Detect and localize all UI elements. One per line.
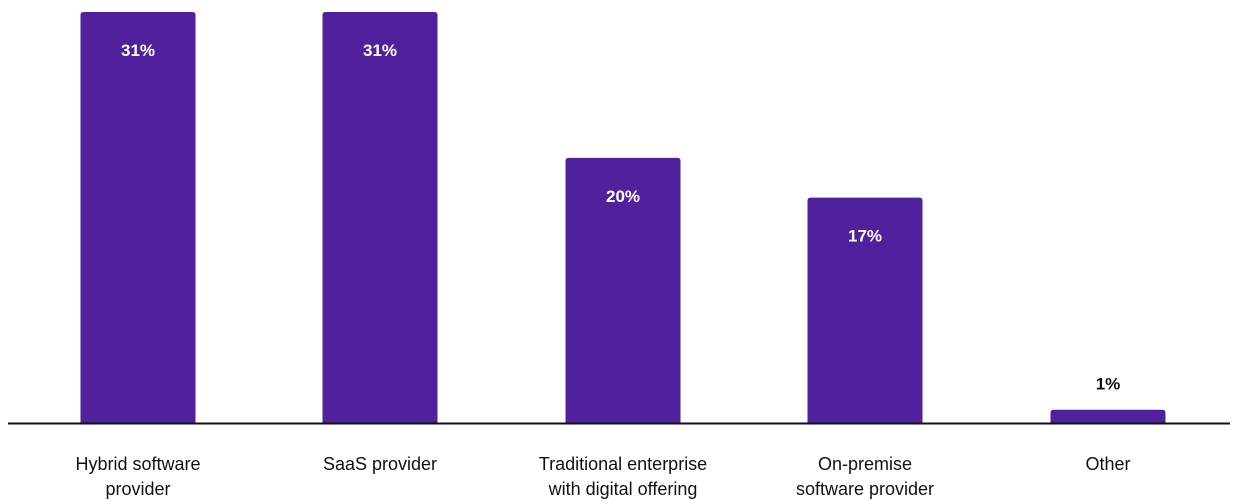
category-label-on-premise-software-provider-line-2: software provider <box>796 479 934 499</box>
category-labels-group: Hybrid software provider SaaS provider Trad… <box>75 454 1130 499</box>
value-label-other: 1% <box>1096 375 1121 394</box>
category-label-hybrid-software-provider-line-2: provider <box>105 479 170 499</box>
value-label-on-premise-software-provider: 17% <box>848 227 882 246</box>
bar-traditional-enterprise-with-digital-offering <box>565 157 681 423</box>
value-label-saas-provider: 31% <box>363 41 397 60</box>
category-label-traditional-enterprise-with-digital-offering-line-1: Traditional enterprise <box>539 454 707 474</box>
category-label-other-line-1: Other <box>1085 454 1130 474</box>
bars-group <box>80 12 1166 423</box>
category-label-saas-provider-line-1: SaaS provider <box>323 454 437 474</box>
bar-hybrid-software-provider <box>80 12 196 423</box>
bar-other <box>1050 409 1166 423</box>
bar-on-premise-software-provider <box>807 197 923 423</box>
value-label-traditional-enterprise-with-digital-offering: 20% <box>606 187 640 206</box>
category-label-hybrid-software-provider-line-1: Hybrid software <box>75 454 200 474</box>
value-labels-group: 31% 31% 20% 17% 1% <box>121 41 1120 394</box>
category-label-traditional-enterprise-with-digital-offering-line-2: with digital offering <box>548 479 698 499</box>
category-label-on-premise-software-provider-line-1: On-premise <box>818 454 912 474</box>
bar-saas-provider <box>322 12 438 423</box>
value-label-hybrid-software-provider: 31% <box>121 41 155 60</box>
